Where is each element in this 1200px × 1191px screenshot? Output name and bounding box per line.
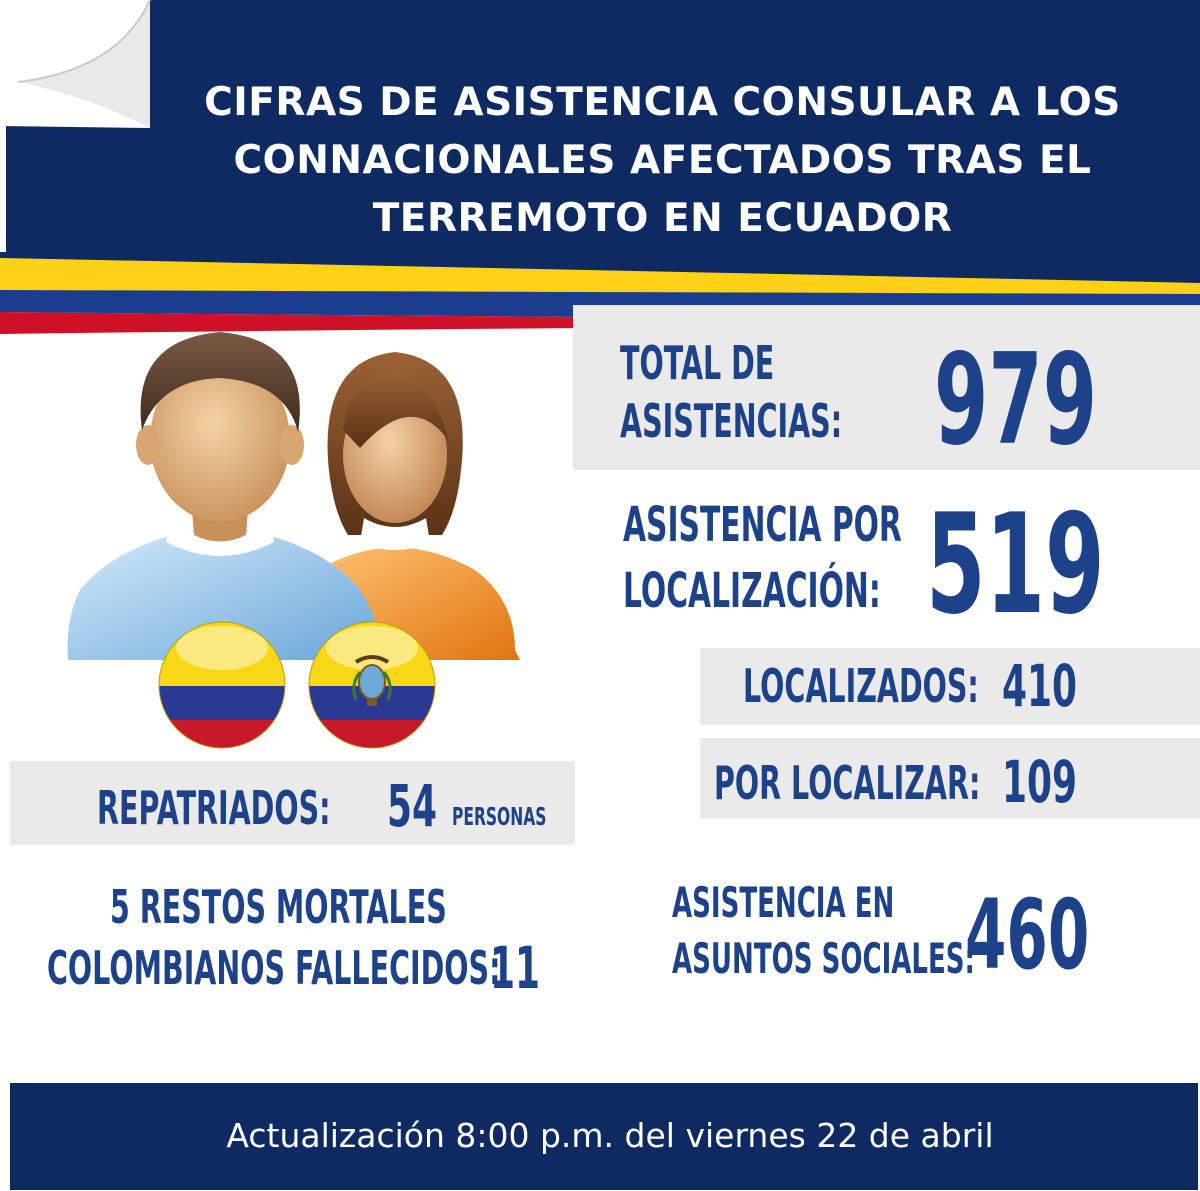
restos-label: 5 RESTOS MORTALES [110,880,447,934]
sociales-value: 460 [965,879,1090,991]
localizados-value: 410 [1002,652,1078,720]
repatriados-panel [10,761,575,845]
localizados-label: LOCALIZADOS: [743,659,979,713]
fallecidos-label: COLOMBIANOS FALLECIDOS: [47,941,501,995]
por-localizar-value: 109 [1002,748,1078,816]
fallecidos-value: 11 [490,934,541,1002]
repatriados-unit: PERSONAS [452,802,547,831]
sociales-label: ASISTENCIA EN ASUNTOS SOCIALES: [672,878,975,983]
footer-bar [10,1083,1198,1190]
total-value: 979 [934,326,1098,473]
localizacion-label: ASISTENCIA POR LOCALIZACIÓN: [623,497,902,619]
localizados-panel [700,648,1200,725]
update-timestamp: Actualización 8:00 p.m. del viernes 22 d… [226,1116,994,1155]
page-title: CIFRAS DE ASISTENCIA CONSULAR A LOS CONN… [204,80,1121,241]
por-localizar-panel [700,738,1200,818]
por-localizar-label: POR LOCALIZAR: [714,756,981,810]
localizacion-value: 519 [926,484,1105,645]
repatriados-label: REPATRIADOS: [97,781,331,835]
total-label: TOTAL DE ASISTENCIAS: [620,336,843,448]
header-banner [0,0,1200,334]
repatriados-value: 54 [387,772,438,840]
total-panel [573,305,1200,470]
people-icon [67,332,520,749]
